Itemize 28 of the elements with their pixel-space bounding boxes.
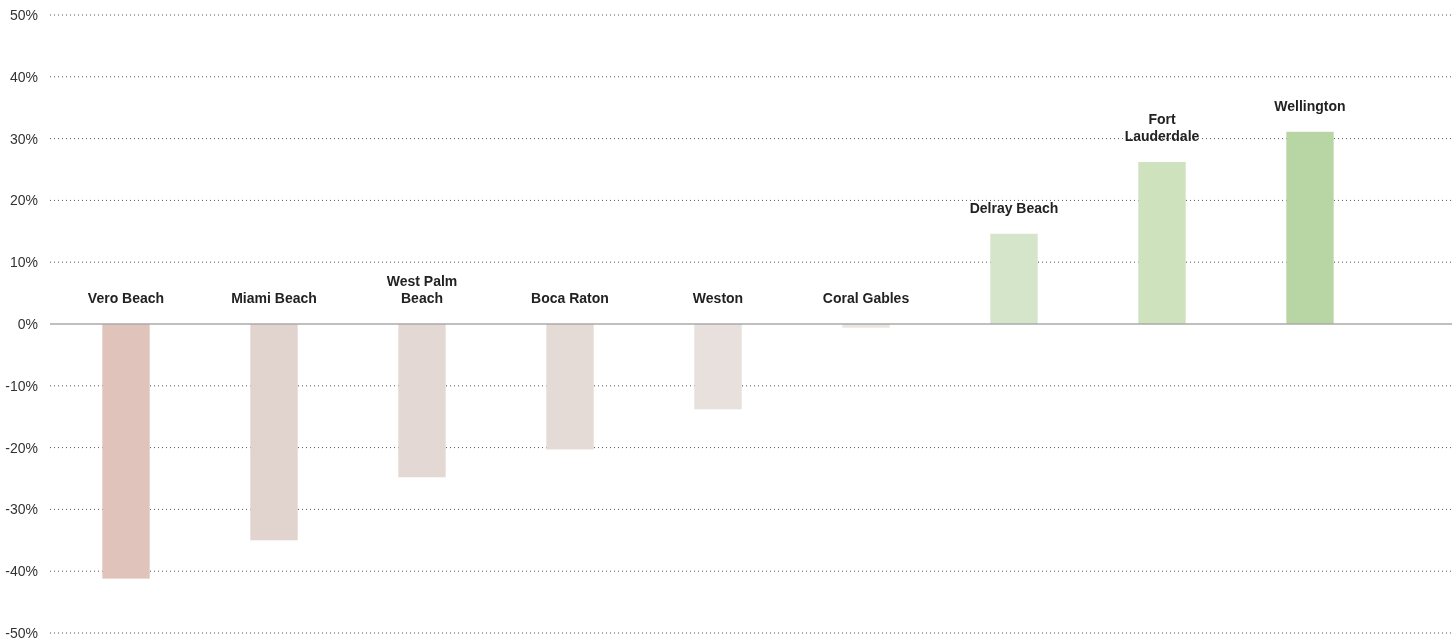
bar <box>1286 131 1334 324</box>
x-tick-label: Miami Beach <box>231 290 317 306</box>
bar <box>250 324 298 541</box>
y-tick-label: -50% <box>5 624 38 640</box>
y-tick-label: 50% <box>9 6 38 23</box>
x-tick-label: Delray Beach <box>969 199 1059 216</box>
y-tick-label: 0% <box>17 315 38 332</box>
x-tick-label: Fort Lauderdale <box>1124 111 1200 145</box>
x-tick-label: Weston <box>692 290 744 306</box>
y-tick-label: -20% <box>5 439 38 456</box>
x-tick-label: Boca Raton <box>531 290 609 306</box>
y-tick-label: -30% <box>5 501 38 518</box>
x-tick-label: Wellington <box>1274 97 1346 114</box>
bar <box>694 324 742 410</box>
y-tick-label: 10% <box>9 254 38 271</box>
bar <box>102 324 150 579</box>
bar <box>990 233 1038 324</box>
bar <box>1138 162 1186 324</box>
bar <box>546 324 594 450</box>
bar <box>398 324 446 478</box>
y-tick-label: -10% <box>5 377 38 394</box>
y-tick-label: 40% <box>9 68 38 85</box>
y-tick-label: -40% <box>5 563 38 580</box>
y-tick-label: 30% <box>9 130 38 147</box>
y-tick-label: 20% <box>9 192 38 209</box>
x-tick-label: Vero Beach <box>87 290 165 306</box>
x-tick-label: Coral Gables <box>822 290 910 306</box>
x-tick-label: West Palm Beach <box>386 273 458 306</box>
